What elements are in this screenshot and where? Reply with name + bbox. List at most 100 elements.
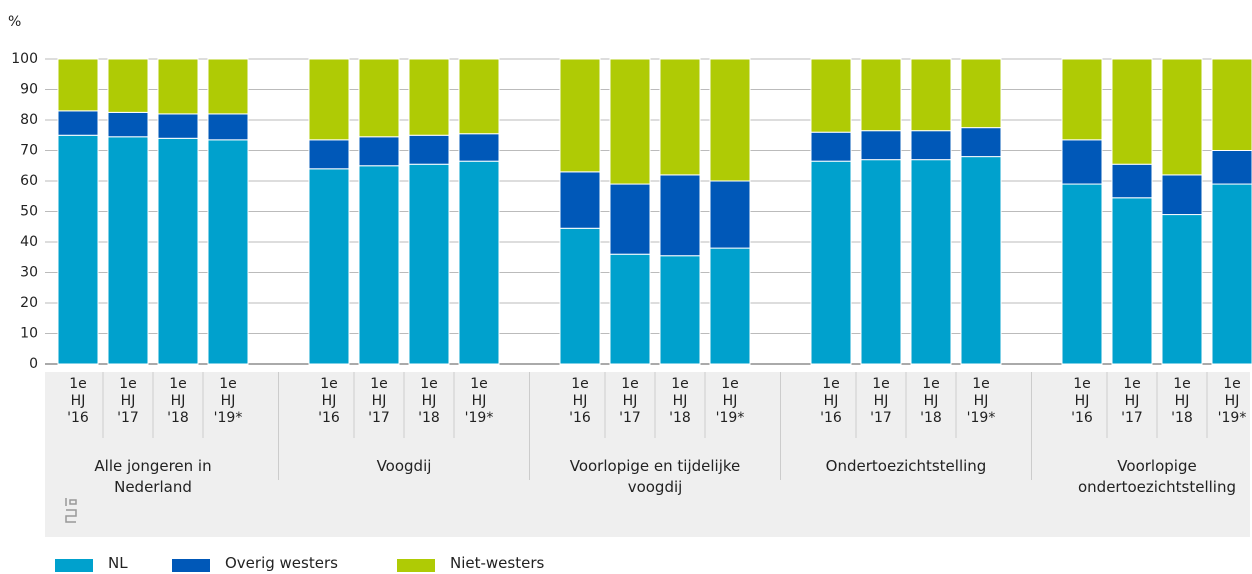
bar-segment (860, 130, 902, 161)
bar-segment (559, 58, 601, 173)
y-tick-label: 50 (20, 204, 38, 220)
y-tick-label: 70 (20, 143, 38, 159)
bar-segment (207, 58, 249, 115)
x-tick-label: 1e HJ '17 (117, 376, 139, 426)
bar-segment (458, 160, 500, 365)
bar-segment (709, 58, 751, 182)
group-label: Voorlopige ondertoezichtstelling (1077, 457, 1237, 496)
y-tick-label: 100 (11, 51, 38, 67)
x-tick-label: 1e HJ '16 (1071, 376, 1093, 426)
x-tick-label: 1e HJ '19* (213, 376, 243, 426)
x-tick-label: 1e HJ '19* (966, 376, 996, 426)
bar-segment (458, 133, 500, 162)
bar-segment (1161, 58, 1203, 176)
bar-segment (358, 136, 400, 167)
y-tick-label: 20 (20, 295, 38, 311)
x-tick-label: 1e HJ '17 (619, 376, 641, 426)
y-tick-label: 60 (20, 173, 38, 189)
bar-segment (1061, 58, 1103, 141)
x-tick-label: 1e HJ '18 (669, 376, 691, 426)
bar-segment (860, 58, 902, 132)
bar-segment (107, 111, 149, 138)
y-tick-label: 80 (20, 112, 38, 128)
x-tick-label: 1e HJ '18 (418, 376, 440, 426)
bar-segment (308, 58, 350, 141)
bar-segment (57, 58, 99, 112)
legend-swatch (172, 559, 210, 572)
y-tick-label: 10 (20, 326, 38, 342)
x-tick-label: 1e HJ '19* (464, 376, 494, 426)
bar-segment (709, 180, 751, 249)
legend-swatch (55, 559, 93, 572)
bar-segment (609, 253, 651, 365)
bar-segment (659, 174, 701, 257)
bar-segment (1061, 139, 1103, 185)
bar-segment (559, 171, 601, 229)
bar-segment (157, 113, 199, 139)
bar-segment (308, 168, 350, 365)
x-tick-label: 1e HJ '18 (920, 376, 942, 426)
bar-segment (1061, 183, 1103, 365)
bar-segment (408, 58, 450, 136)
bar-segment (1111, 58, 1153, 165)
legend-label: Overig westers (225, 554, 338, 572)
x-tick-label: 1e HJ '16 (67, 376, 89, 426)
x-tick-label: 1e HJ '17 (368, 376, 390, 426)
bar-segment (1111, 197, 1153, 365)
x-tick-label: 1e HJ '17 (870, 376, 892, 426)
category-band (45, 372, 1250, 537)
x-tick-label: 1e HJ '16 (820, 376, 842, 426)
bar-segment (1161, 214, 1203, 365)
bar-segment (308, 139, 350, 170)
bar-segment (910, 130, 952, 161)
bar-segment (910, 159, 952, 365)
group-label: Ondertoezichtstelling (825, 457, 987, 475)
x-tick-label: 1e HJ '19* (1217, 376, 1247, 426)
x-tick-label: 1e HJ '19* (715, 376, 745, 426)
bar-segment (358, 58, 400, 138)
bar-segment (1211, 183, 1252, 365)
bar-segment (1211, 58, 1252, 151)
bar-segment (408, 134, 450, 165)
bar-segment (960, 156, 1002, 365)
legend-label: Niet-westers (450, 554, 545, 572)
bar-segment (910, 58, 952, 132)
y-tick-label: 30 (20, 265, 38, 281)
group-label: Voogdij (376, 457, 432, 475)
bar-segment (960, 127, 1002, 158)
x-tick-label: 1e HJ '16 (318, 376, 340, 426)
group-label: Alle jongeren in Nederland (94, 457, 212, 496)
bar-segment (609, 183, 651, 255)
bar-segment (810, 160, 852, 365)
legend-swatch (397, 559, 435, 572)
x-tick-label: 1e HJ '16 (569, 376, 591, 426)
bar-segment (659, 58, 701, 176)
bar-segment (709, 247, 751, 365)
cbs-logo (65, 498, 77, 523)
bar-segment (810, 131, 852, 162)
bar-segment (408, 163, 450, 365)
bar-segment (458, 58, 500, 135)
bar-segment (57, 110, 99, 136)
bar-segment (358, 165, 400, 365)
bar-segment (1111, 163, 1153, 199)
bar-segment (1211, 150, 1252, 185)
bar-segment (1161, 174, 1203, 216)
bar-segment (960, 58, 1002, 129)
y-tick-label: 40 (20, 234, 38, 250)
x-tick-label: 1e HJ '18 (167, 376, 189, 426)
bar-segment (559, 227, 601, 365)
y-axis-label: % (8, 14, 21, 30)
bar-segment (659, 255, 701, 365)
bar-segment (609, 58, 651, 185)
bar-segment (157, 58, 199, 115)
bar-segment (107, 58, 149, 113)
y-tick-label: 90 (20, 82, 38, 98)
bar-segment (810, 58, 852, 133)
bar-segment (107, 136, 149, 365)
bar-segment (57, 134, 99, 365)
x-tick-label: 1e HJ '17 (1121, 376, 1143, 426)
y-tick-label: 0 (29, 356, 38, 372)
bar-segment (157, 137, 199, 365)
